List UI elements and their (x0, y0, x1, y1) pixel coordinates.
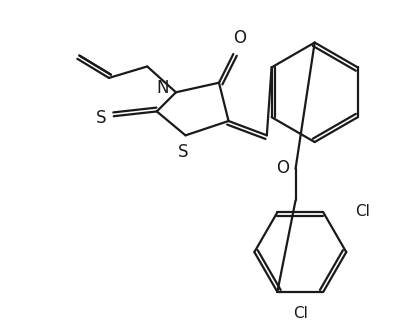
Text: O: O (276, 159, 289, 177)
Text: Cl: Cl (293, 306, 308, 321)
Text: S: S (95, 109, 106, 127)
Text: N: N (157, 79, 169, 98)
Text: S: S (177, 143, 188, 161)
Text: Cl: Cl (355, 204, 370, 219)
Text: O: O (233, 29, 246, 47)
